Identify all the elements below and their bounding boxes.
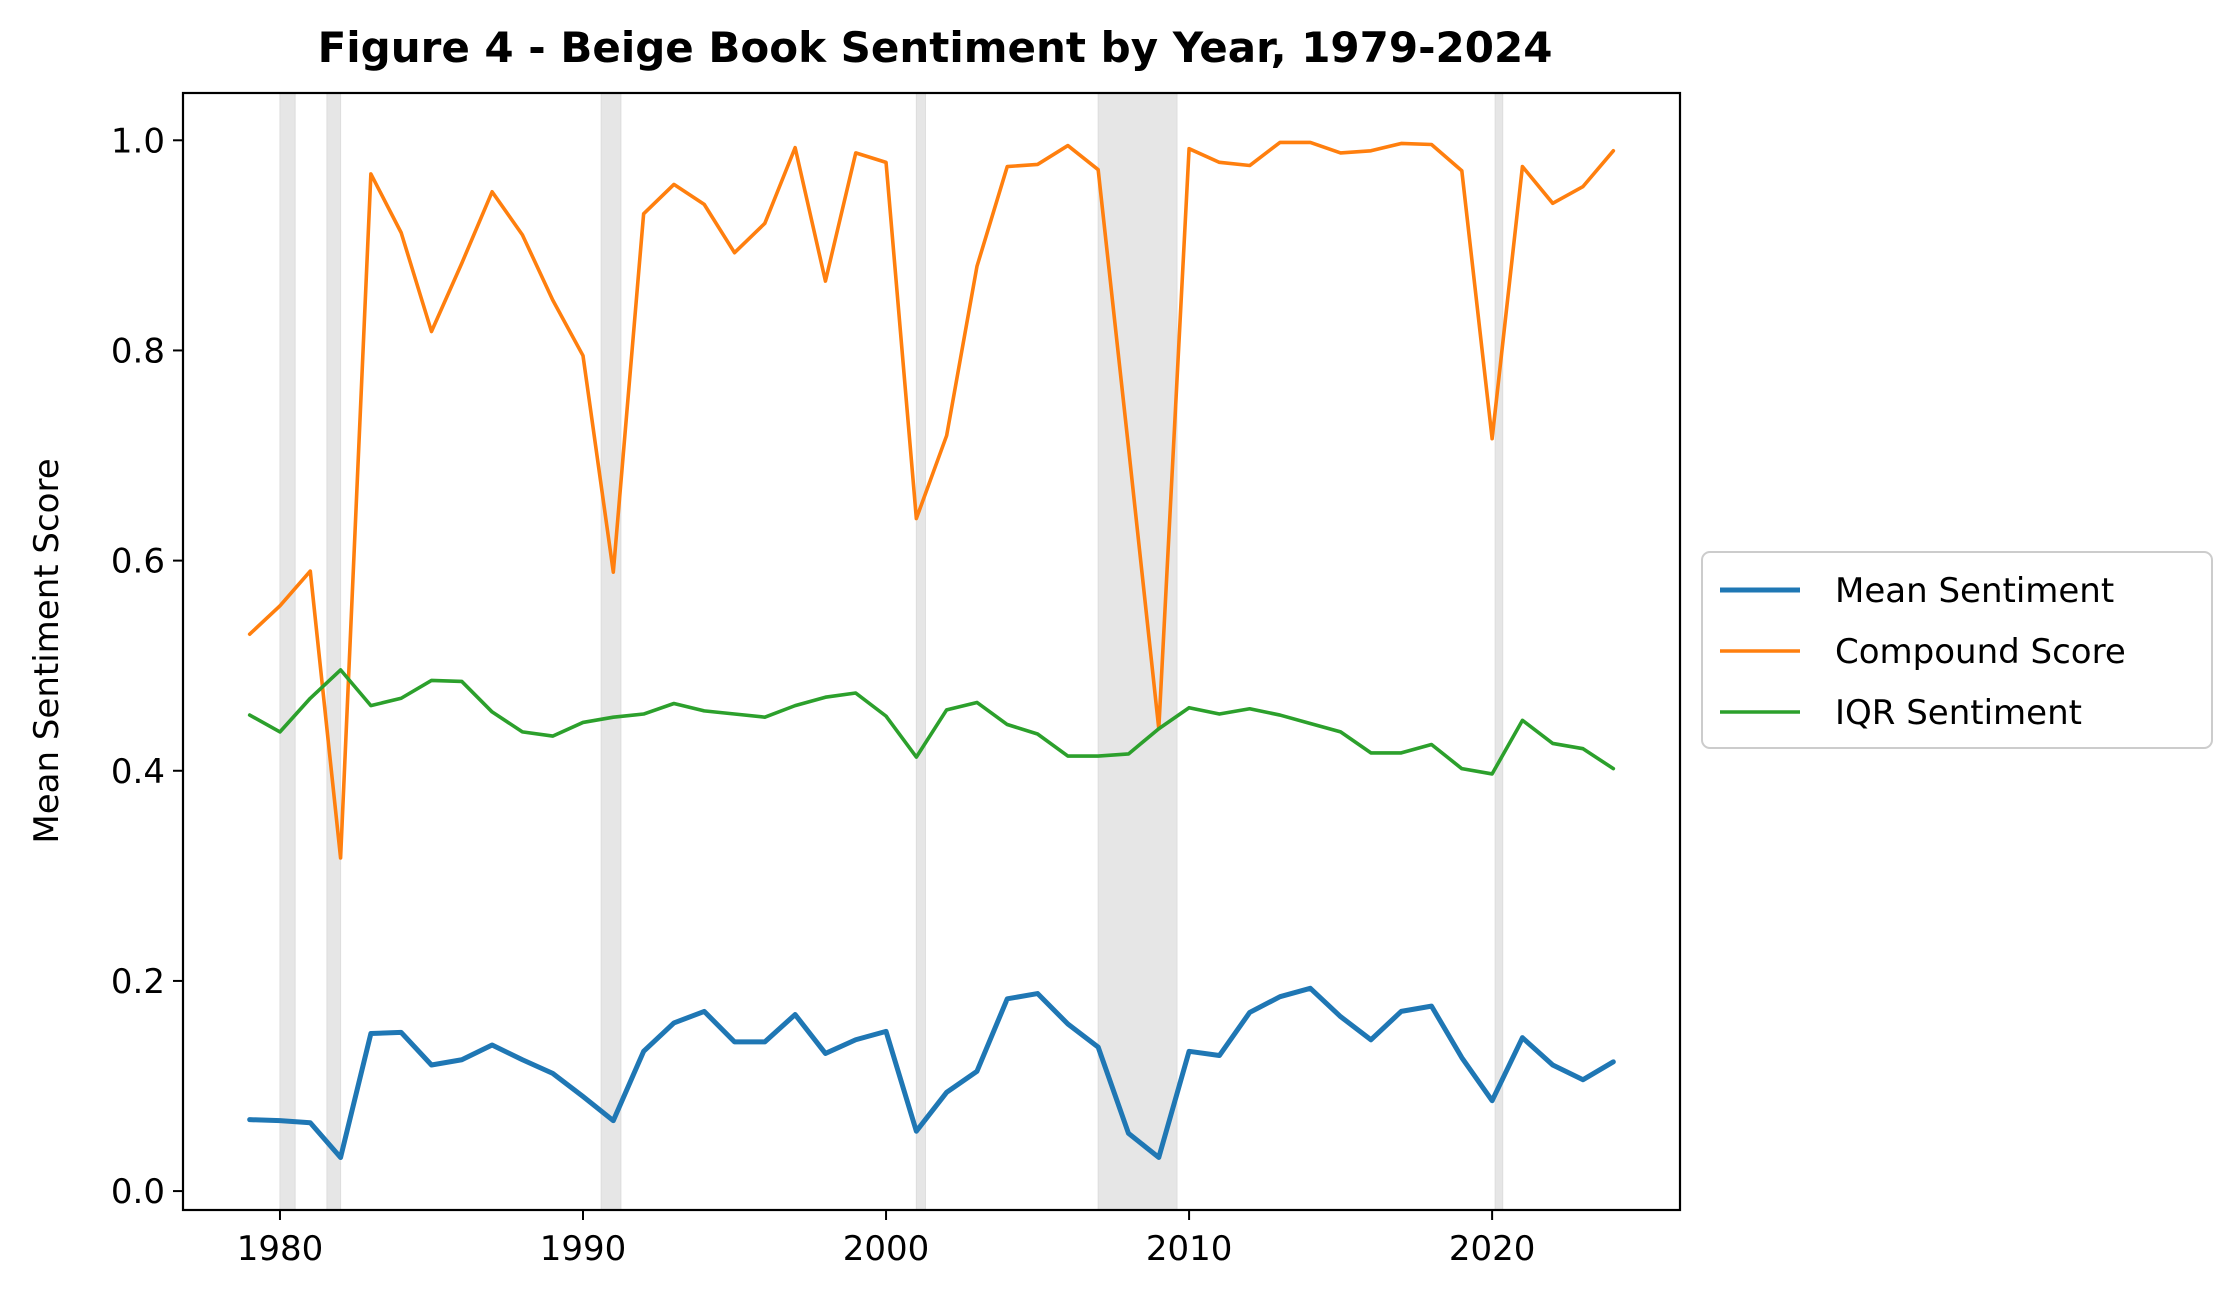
series-line-compound-score [247,140,1616,860]
legend: Mean Sentiment Compound Score IQR Sentimen… [1701,551,2213,749]
x-tick-label: 1990 [540,1229,627,1269]
y-tick-label: 0.8 [111,331,165,371]
recession-band [915,92,926,1211]
series-lines [247,140,1616,1160]
recession-band [279,92,296,1211]
recession-band [1494,92,1504,1211]
recession-band [600,92,622,1211]
y-axis: 0.0 0.2 0.4 0.6 0.8 1.0 [111,121,183,1212]
series-line-mean-sentiment [247,985,1616,1160]
legend-label: Compound Score [1835,632,2126,672]
plot-frame [181,91,1682,1212]
chart-title: Figure 4 - Beige Book Sentiment by Year,… [318,23,1553,72]
legend-label: IQR Sentiment [1835,693,2082,733]
y-tick-label: 0.2 [111,962,165,1002]
x-tick-label: 1980 [237,1229,324,1269]
x-axis: 1980 1990 2000 2010 2020 [237,1210,1536,1269]
legend-label: Mean Sentiment [1835,571,2114,611]
x-tick-label: 2010 [1146,1229,1233,1269]
legend-frame [1701,551,2213,749]
recession-band [1097,92,1178,1211]
series-line-iqr-sentiment [247,668,1616,776]
recession-band [326,92,342,1211]
y-tick-label: 0.4 [111,752,165,792]
y-axis-label: Mean Sentiment Score [27,458,67,843]
y-tick-label: 1.0 [111,121,165,161]
x-tick-label: 2020 [1449,1229,1536,1269]
y-tick-label: 0.0 [111,1172,165,1212]
x-tick-label: 2000 [843,1229,930,1269]
y-tick-label: 0.6 [111,542,165,582]
